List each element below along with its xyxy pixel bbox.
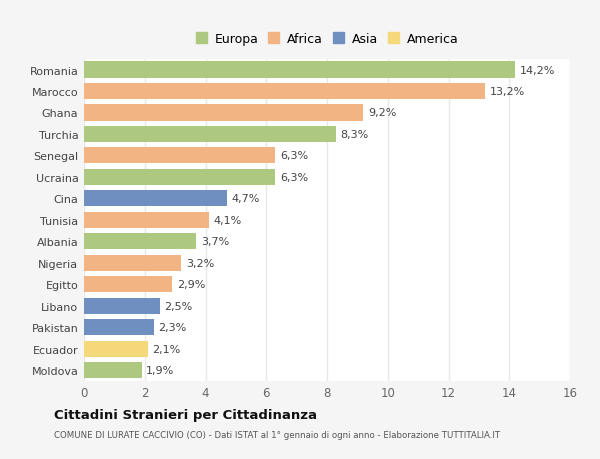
Text: 6,3%: 6,3% (280, 173, 308, 183)
Bar (84, 127, 336, 143)
Text: 8,3%: 8,3% (341, 129, 369, 140)
Text: 1,9%: 1,9% (146, 365, 175, 375)
Text: 9,2%: 9,2% (368, 108, 397, 118)
Bar (84, 62, 515, 78)
Text: 6,3%: 6,3% (280, 151, 308, 161)
Text: 4,7%: 4,7% (232, 194, 260, 204)
Text: 2,5%: 2,5% (164, 301, 193, 311)
Bar (84, 362, 142, 378)
Text: Cittadini Stranieri per Cittadinanza: Cittadini Stranieri per Cittadinanza (54, 408, 317, 421)
Text: 13,2%: 13,2% (490, 87, 525, 97)
Text: 14,2%: 14,2% (520, 65, 555, 75)
Bar (84, 234, 196, 250)
Text: 2,3%: 2,3% (158, 322, 187, 332)
Text: 2,1%: 2,1% (152, 344, 181, 354)
Text: 3,7%: 3,7% (201, 237, 229, 247)
Bar (84, 298, 160, 314)
Text: 3,2%: 3,2% (186, 258, 214, 268)
Text: 2,9%: 2,9% (176, 280, 205, 290)
Text: 4,1%: 4,1% (213, 215, 241, 225)
Bar (84, 255, 181, 271)
Legend: Europa, Africa, Asia, America: Europa, Africa, Asia, America (193, 31, 461, 49)
Bar (84, 341, 148, 357)
Bar (84, 148, 275, 164)
Bar (84, 276, 172, 293)
Bar (84, 319, 154, 336)
Bar (84, 105, 364, 121)
Bar (84, 191, 227, 207)
Bar (84, 169, 275, 185)
Bar (84, 84, 485, 100)
Text: COMUNE DI LURATE CACCIVIO (CO) - Dati ISTAT al 1° gennaio di ogni anno - Elabora: COMUNE DI LURATE CACCIVIO (CO) - Dati IS… (54, 430, 500, 439)
Bar (84, 212, 209, 228)
